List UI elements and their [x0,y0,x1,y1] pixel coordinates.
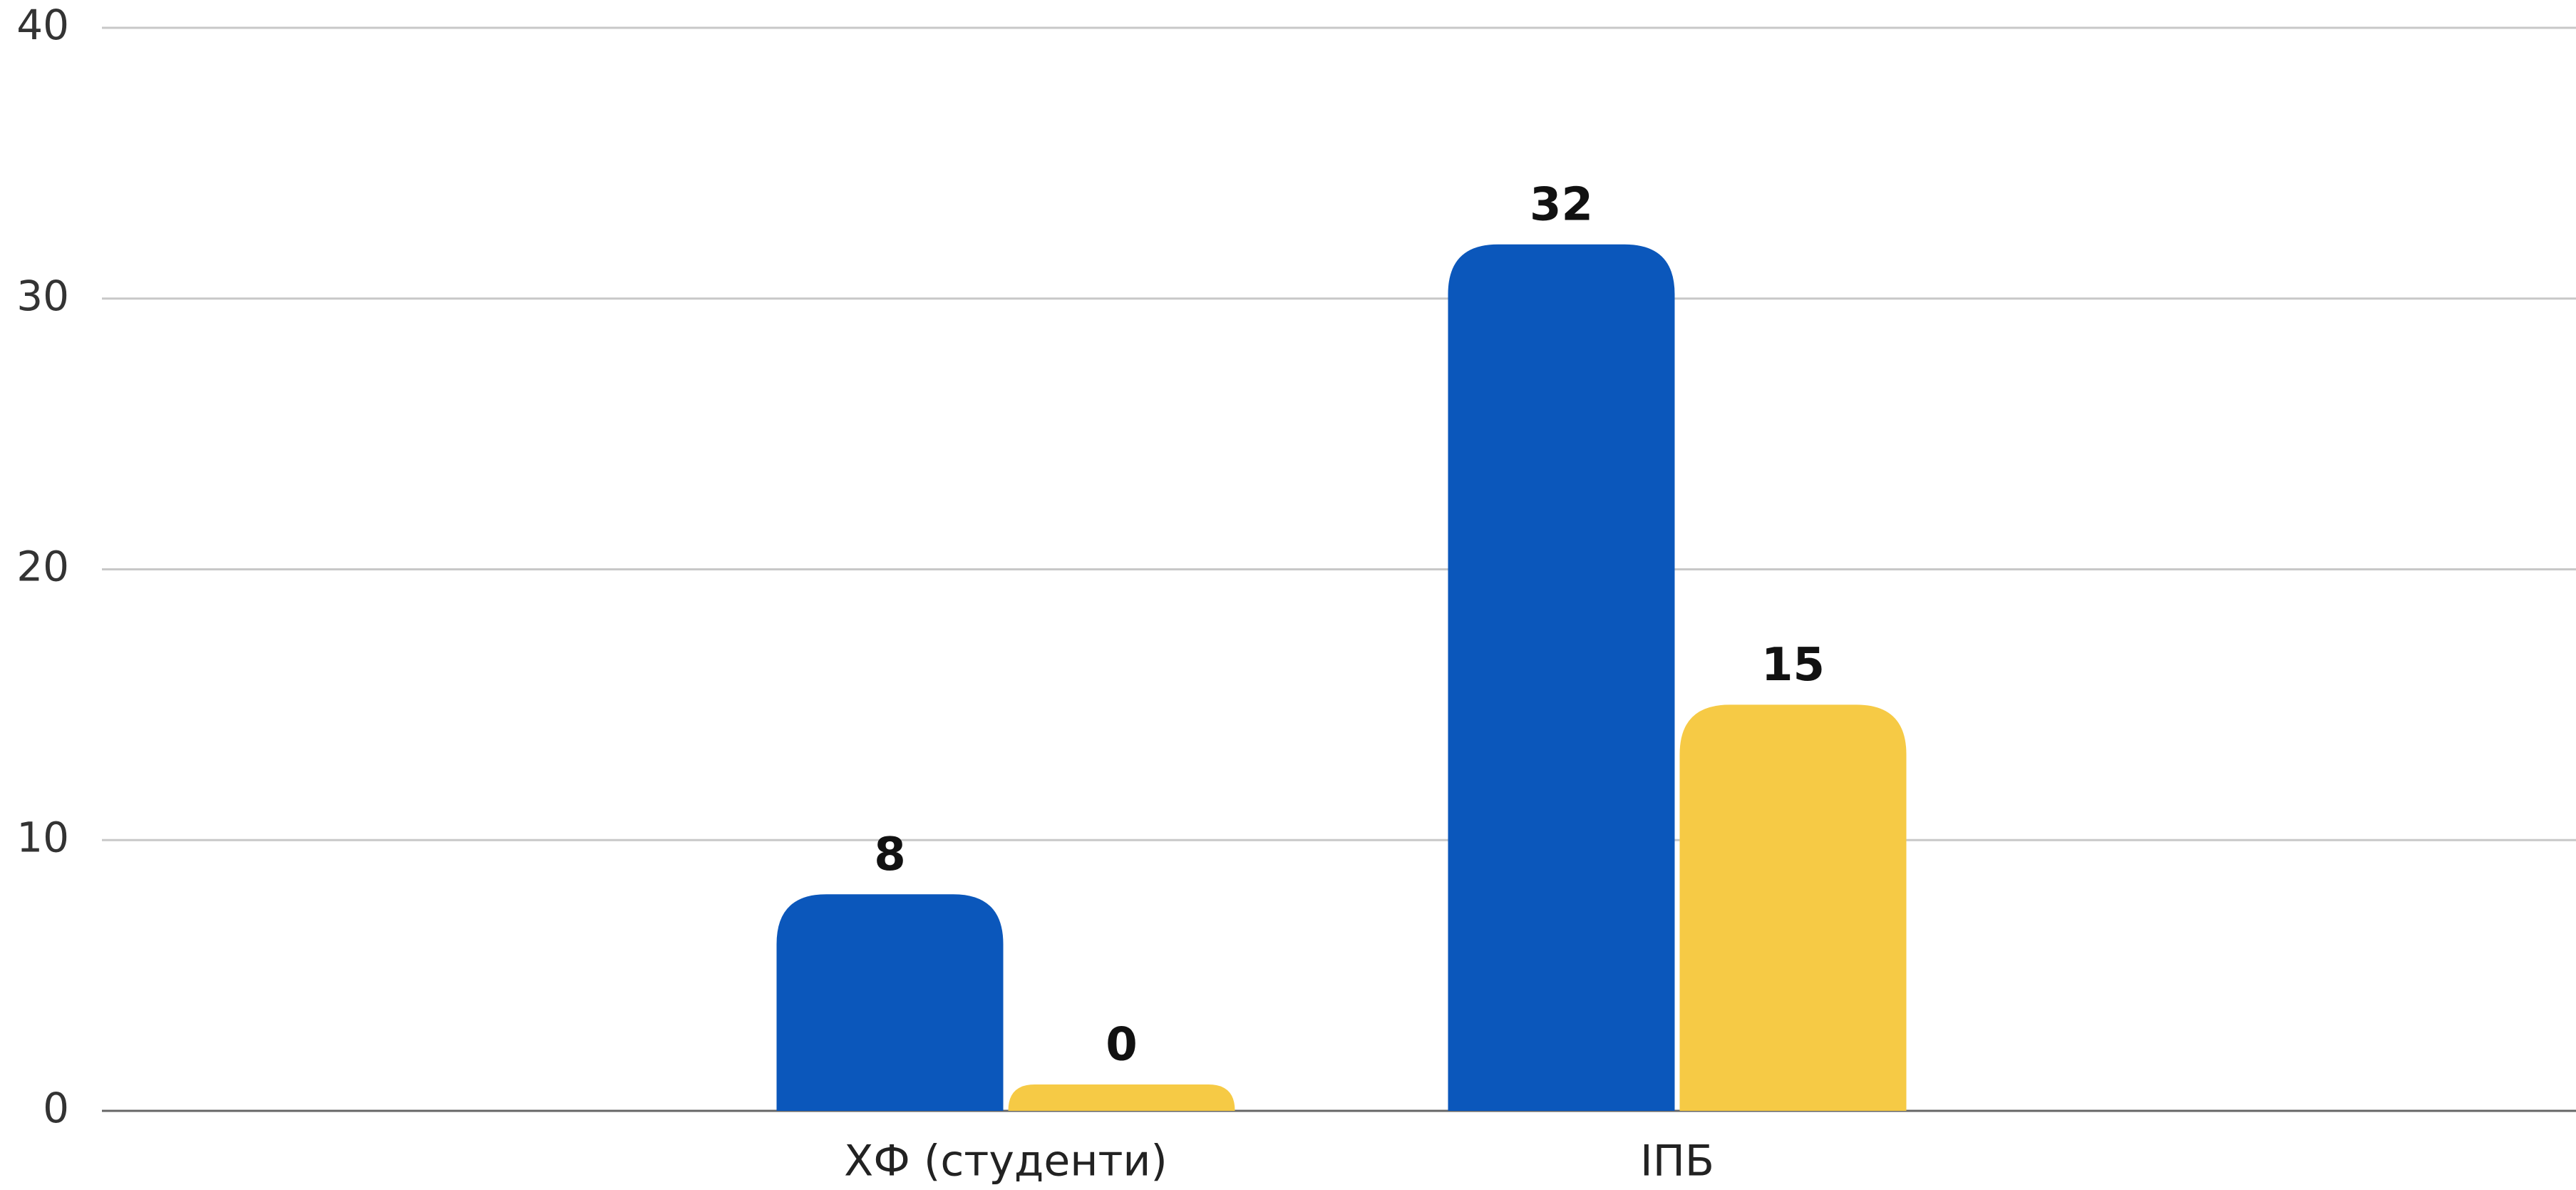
bar [1008,1084,1235,1111]
value-label: 32 [1530,178,1593,231]
bar [776,894,1004,1111]
value-label: 15 [1761,639,1825,692]
bar [1448,244,1675,1111]
x-tick-label: ХФ (студенти) [844,1137,1168,1186]
value-label: 0 [1106,1019,1138,1072]
y-tick-label: 40 [16,1,69,49]
y-tick-label: 0 [43,1084,69,1132]
value-label: 8 [874,829,906,881]
y-tick-label: 20 [16,543,69,591]
x-tick-label: ІПБ [1640,1137,1714,1186]
bar [1679,704,1907,1111]
y-tick-label: 30 [16,272,69,320]
y-tick-label: 10 [16,813,69,861]
